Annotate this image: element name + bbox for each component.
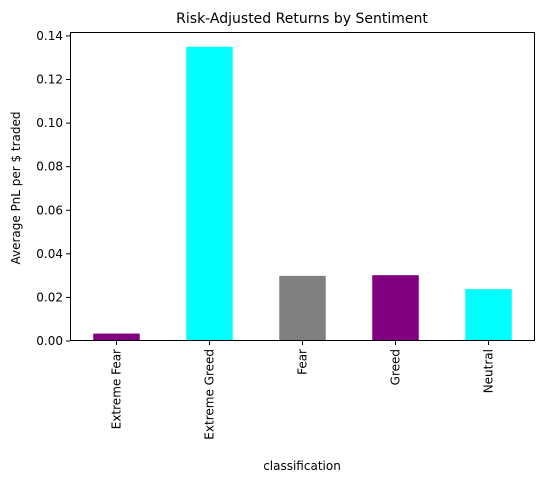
x-axis-label: classification (263, 459, 341, 473)
y-tick-label: 0.14 (36, 29, 63, 43)
x-tick-label: Fear (296, 349, 310, 375)
bar-greed (372, 275, 419, 341)
y-tick-label: 0.00 (36, 334, 63, 348)
y-tick-label: 0.06 (36, 203, 63, 217)
bar-extreme-greed (186, 46, 233, 341)
y-tick-label: 0.12 (36, 73, 63, 87)
x-axis-ticks: Extreme Fear Extreme Greed Fear Greed Neutra… (110, 341, 496, 440)
y-tick-label: 0.02 (36, 290, 63, 304)
bars-group (93, 46, 512, 341)
y-tick-label: 0.10 (36, 116, 63, 130)
y-tick-label: 0.04 (36, 247, 63, 261)
bar-extreme-fear (93, 333, 140, 341)
y-axis-label: Average PnL per $ traded (9, 111, 23, 264)
y-axis-ticks: 0.00 0.02 0.04 0.06 0.08 0.10 0.12 0.14 (36, 29, 70, 348)
x-tick-label: Neutral (482, 349, 496, 393)
chart-title: Risk-Adjusted Returns by Sentiment (176, 11, 428, 27)
x-tick-label: Greed (389, 349, 403, 385)
bar-fear (279, 275, 326, 341)
plot-area-frame (70, 32, 535, 341)
x-tick-label: Extreme Greed (203, 349, 217, 440)
bar-neutral (465, 289, 512, 341)
x-tick-label: Extreme Fear (110, 349, 124, 429)
y-tick-label: 0.08 (36, 160, 63, 174)
